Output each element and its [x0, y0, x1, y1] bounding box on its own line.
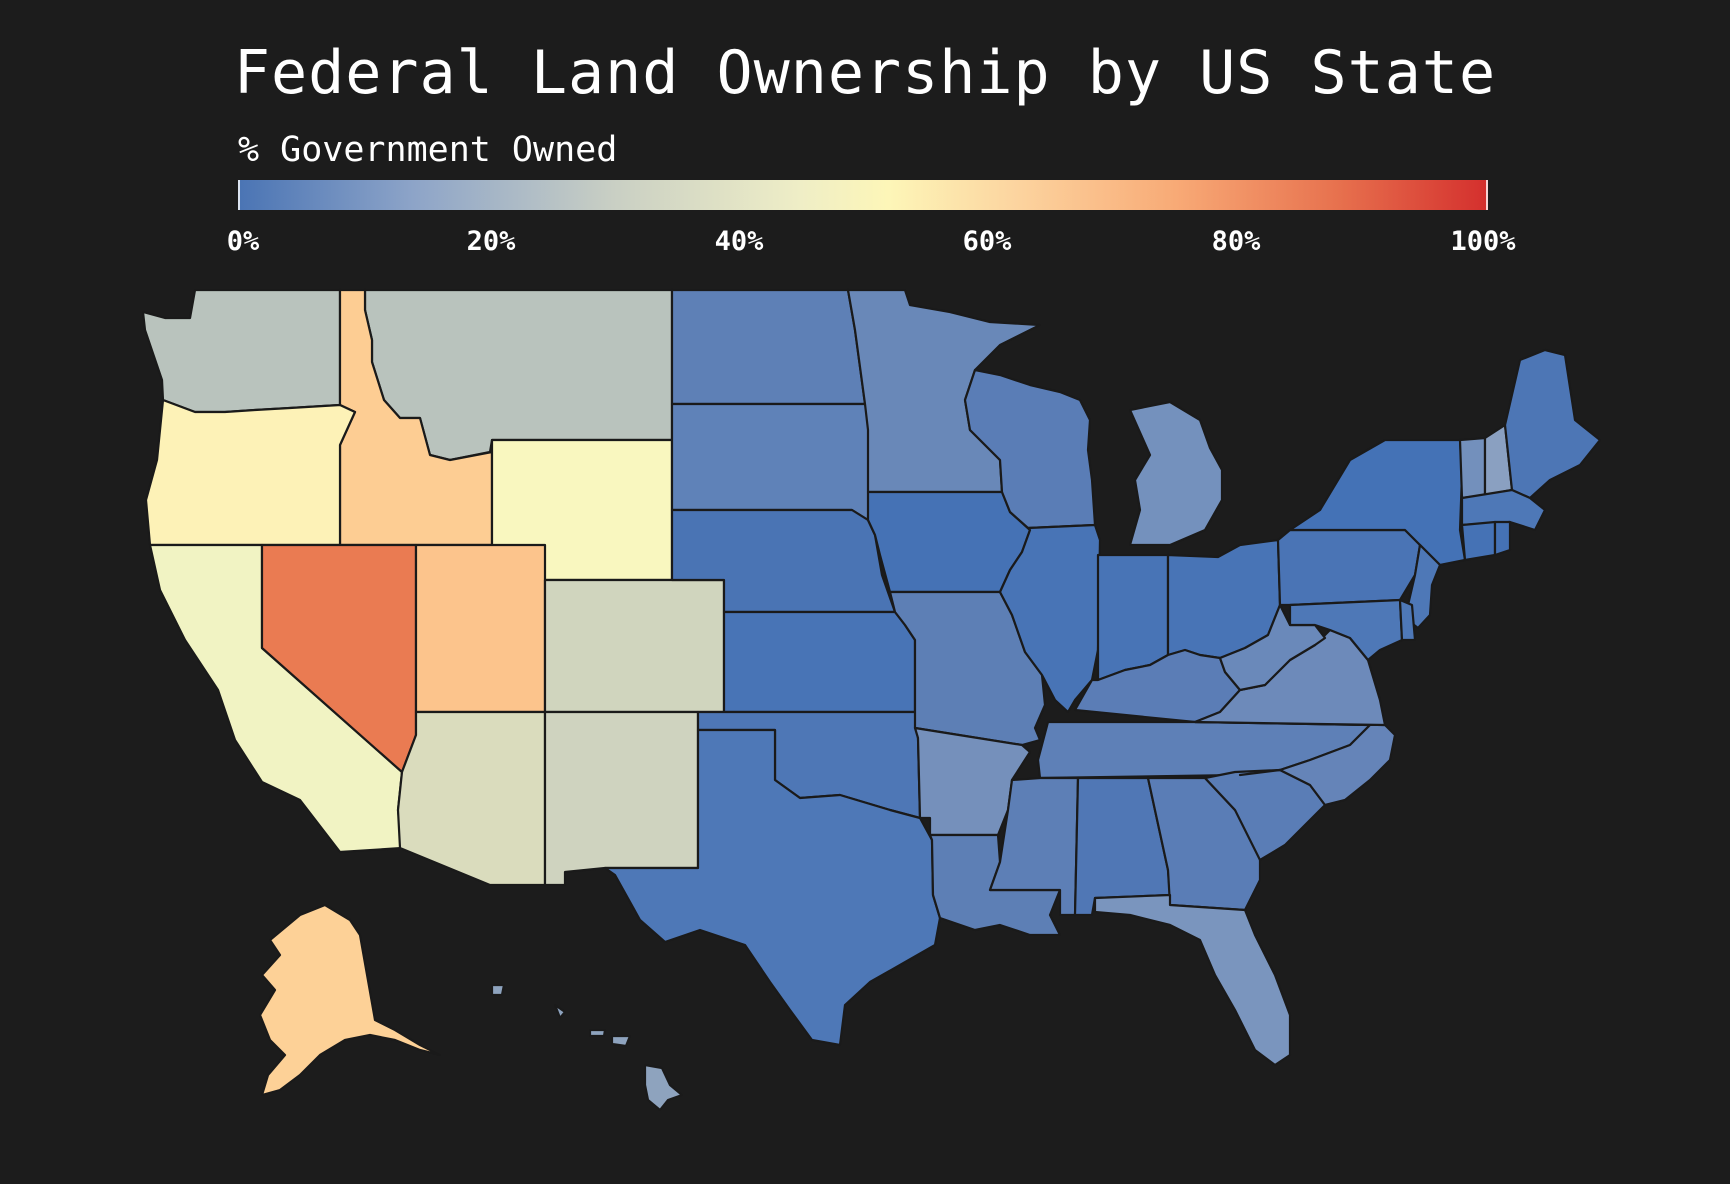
- state-NE[interactable]: [670, 508, 897, 614]
- state-OR[interactable]: [144, 398, 357, 547]
- state-HI[interactable]: [643, 1063, 684, 1112]
- legend-tick-20: 20%: [466, 226, 516, 257]
- state-NJ[interactable]: [1403, 543, 1442, 630]
- legend-tick-100: 100%: [1450, 226, 1516, 257]
- state-FL[interactable]: [1093, 893, 1292, 1067]
- state-KS[interactable]: [722, 610, 917, 714]
- state-CO[interactable]: [543, 578, 726, 714]
- state-DE[interactable]: [1398, 598, 1417, 642]
- state-SD[interactable]: [670, 402, 872, 522]
- state-MI[interactable]: [1128, 400, 1224, 547]
- state-PA[interactable]: [1276, 528, 1422, 607]
- state-VT[interactable]: [1458, 436, 1487, 500]
- state-AZ[interactable]: [396, 710, 547, 887]
- state-RI[interactable]: [1493, 520, 1512, 557]
- legend-tick-60: 60%: [962, 226, 1012, 257]
- state-NC[interactable]: [1193, 720, 1397, 807]
- state-ME[interactable]: [1503, 348, 1602, 500]
- state-CT[interactable]: [1460, 520, 1497, 562]
- state-TX[interactable]: [603, 728, 942, 1047]
- state-AK[interactable]: [258, 903, 442, 1097]
- legend-tick-mark: [1486, 180, 1488, 210]
- state-ND[interactable]: [670, 288, 867, 406]
- state-NM[interactable]: [543, 710, 700, 887]
- state-UT[interactable]: [414, 543, 547, 714]
- legend-tick-0: 0%: [226, 226, 260, 257]
- state-WA[interactable]: [141, 288, 342, 414]
- state-WI[interactable]: [963, 368, 1097, 530]
- legend-tick-40: 40%: [714, 226, 764, 257]
- legend-tick-mark: [238, 180, 240, 210]
- legend-title: % Government Owned: [238, 130, 618, 170]
- color-scale-bar: [238, 180, 1488, 210]
- legend-tick-80: 80%: [1211, 226, 1261, 257]
- map-title: Federal Land Ownership by US State: [233, 38, 1497, 108]
- state-HI-islands[interactable]: [490, 983, 632, 1048]
